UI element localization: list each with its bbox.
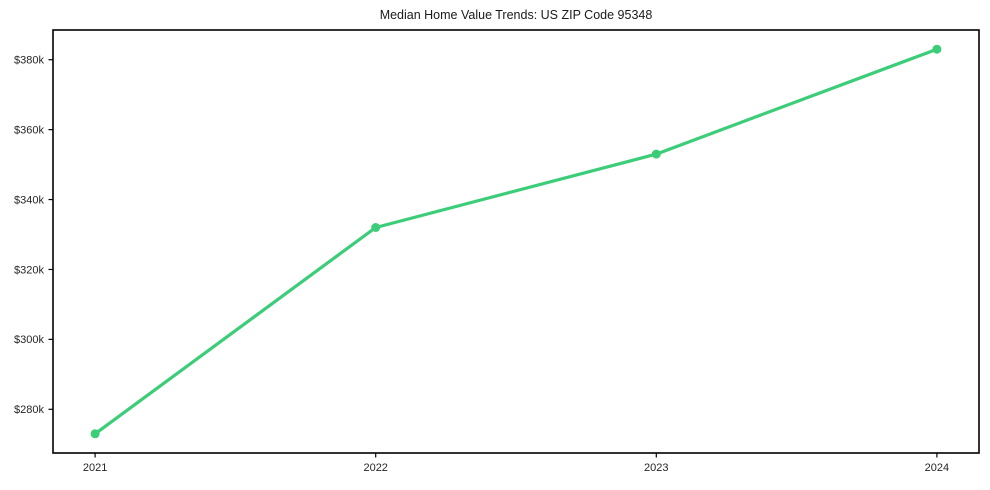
x-axis-ticks: 2021 2022 2023 2024 bbox=[83, 453, 949, 474]
y-tick-label: $320k bbox=[14, 264, 44, 276]
data-point-marker bbox=[651, 149, 661, 159]
data-point-marker bbox=[932, 44, 942, 54]
y-tick-label: $340k bbox=[14, 194, 44, 206]
y-tick-label: $300k bbox=[14, 334, 44, 346]
x-tick-label: 2022 bbox=[363, 462, 387, 474]
y-tick-label: $280k bbox=[14, 404, 44, 416]
x-tick-label: 2023 bbox=[644, 462, 668, 474]
plot-frame bbox=[52, 29, 980, 454]
series-group bbox=[90, 44, 942, 439]
y-tick-label: $380k bbox=[14, 55, 44, 67]
trend-line bbox=[93, 47, 939, 436]
x-tick-label: 2021 bbox=[83, 462, 107, 474]
data-point-marker bbox=[90, 429, 100, 439]
chart-title: Median Home Value Trends: US ZIP Code 95… bbox=[380, 8, 653, 22]
x-tick-label: 2024 bbox=[925, 462, 949, 474]
y-axis-ticks: $280k $300k $320k $340k $360k $380k bbox=[14, 55, 53, 416]
data-point-marker bbox=[371, 223, 381, 232]
y-tick-label: $360k bbox=[14, 124, 44, 136]
